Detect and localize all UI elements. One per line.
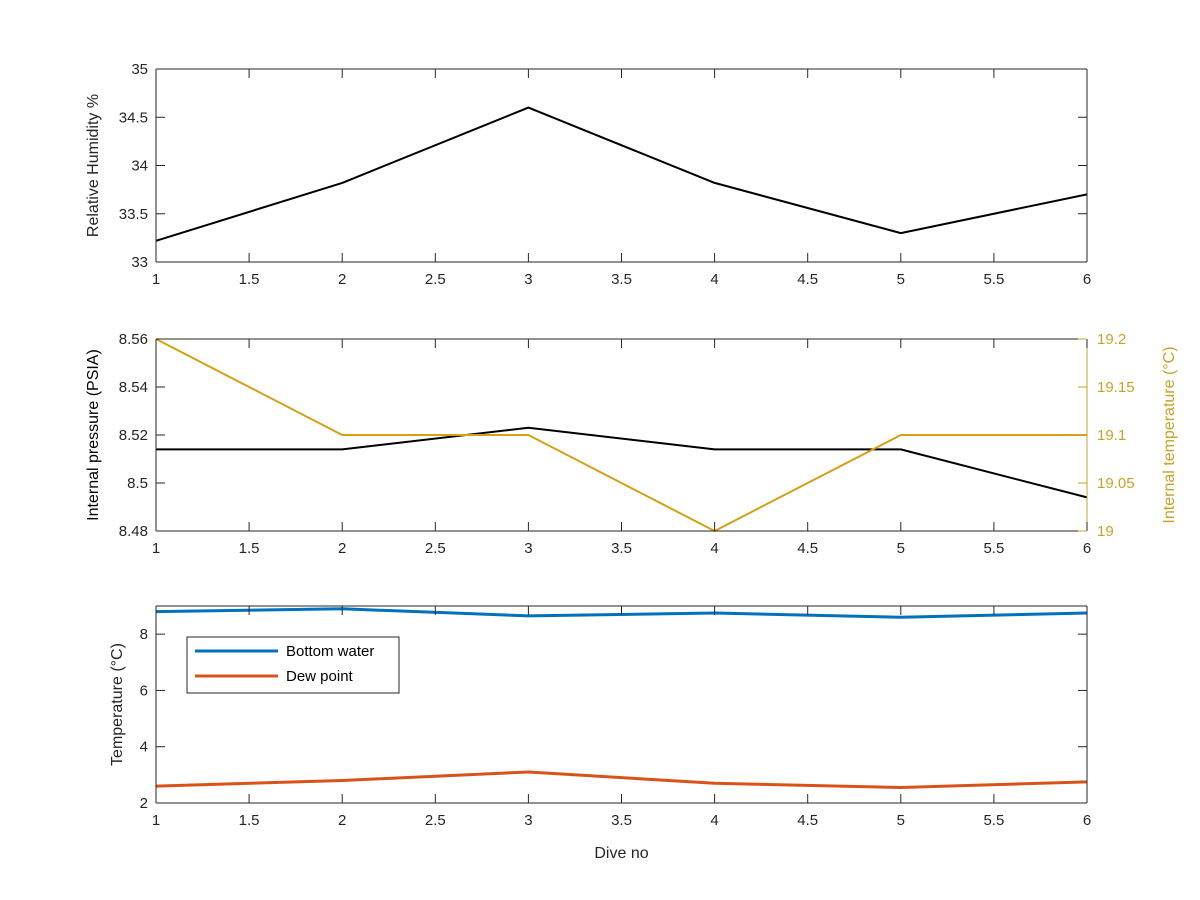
humidity-y-axis-label: Relative Humidity %: [85, 94, 102, 237]
humidity-x-tick-label: 5.5: [983, 271, 1004, 288]
legend-box: [186, 636, 400, 694]
pressure-x-tick-label: 4: [710, 540, 718, 557]
temperature-legend: Bottom water Dew point: [186, 636, 400, 694]
humidity-y-tick-label: 33: [131, 254, 148, 271]
humidity-x-tick-label: 3.5: [611, 271, 632, 288]
temperature-x-tick-label: 6: [1083, 812, 1091, 829]
temperature-x-tick-label: 5: [897, 812, 905, 829]
temperature-y-tick-label: 6: [140, 682, 148, 699]
pressure-x-tick-label: 3: [524, 540, 532, 557]
temperature-x-tick-label: 4.5: [797, 812, 818, 829]
pressure-y-tick-label: 8.48: [119, 523, 148, 540]
pressure-y-tick-label: 8.52: [119, 427, 148, 444]
temperature-y-tick-label: 8: [140, 626, 148, 643]
humidity-x-tick-label: 4: [710, 271, 718, 288]
humidity-x-tick-label: 3: [524, 271, 532, 288]
temperature-x-tick-label: 2.5: [425, 812, 446, 829]
temperature-x-tick-label: 5.5: [983, 812, 1004, 829]
temperature-y-axis-label: Temperature (°C): [109, 643, 126, 766]
pressure-right-y-tick-label: 19.1: [1097, 427, 1126, 444]
temperature-chart: 1 1.5 2 2.5 3 3.5 4 4.5 5 5.5 6 2 4 6 8 Temperature (°C…: [109, 605, 1091, 862]
temperature-series-line-dew-point: [155, 770, 1088, 789]
pressure-x-tick-label: 5.5: [983, 540, 1004, 557]
pressure-x-tick-label: 2: [338, 540, 346, 557]
pressure-series-line-right-axis: [155, 338, 1087, 532]
humidity-x-tick-label: 6: [1083, 271, 1091, 288]
pressure-x-tick-label: 6: [1083, 540, 1091, 557]
humidity-y-tick-label: 33.5: [119, 206, 148, 223]
humidity-series-line-left-axis: [155, 106, 1088, 242]
legend-label-bottom-water: Bottom water: [286, 643, 374, 660]
humidity-y-tick-label: 34.5: [119, 109, 148, 126]
humidity-x-tick-label: 5: [897, 271, 905, 288]
humidity-y-tick-label: 34: [131, 158, 148, 175]
temperature-x-tick-label: 4: [710, 812, 718, 829]
legend-label-dew-point: Dew point: [286, 668, 354, 685]
humidity-x-tick-label: 4.5: [797, 271, 818, 288]
temperature-x-tick-label: 1.5: [239, 812, 260, 829]
pressure-y-tick-label: 8.56: [119, 331, 148, 348]
humidity-x-tick-label: 1: [152, 271, 160, 288]
pressure-right-y-tick-label: 19.15: [1097, 379, 1135, 396]
temperature-y-tick-label: 4: [140, 739, 148, 756]
pressure-x-tick-label: 2.5: [425, 540, 446, 557]
pressure-x-tick-label: 4.5: [797, 540, 818, 557]
pressure-x-tick-label: 1.5: [239, 540, 260, 557]
temperature-x-tick-label: 3: [524, 812, 532, 829]
humidity-x-tick-label: 2.5: [425, 271, 446, 288]
humidity-chart: 1 1.5 2 2.5 3 3.5 4 4.5 5 5.5 63333.53434.535Relat…: [85, 61, 1091, 288]
humidity-y-tick-label: 35: [131, 61, 148, 78]
pressure-series-line-left-axis: [156, 426, 1088, 499]
temperature-y-tick-label: 2: [140, 795, 148, 812]
pressure-right-y-tick-label: 19.2: [1097, 331, 1126, 348]
pressure-right-y-axis-label: Internal temperature (°C): [1161, 346, 1178, 523]
pressure-x-tick-label: 5: [897, 540, 905, 557]
temperature-x-axis-label: Dive no: [594, 845, 648, 862]
pressure-y-tick-label: 8.5: [127, 475, 148, 492]
pressure-temperature-chart: 1 1.5 2 2.5 3 3.5 4 4.5 5 5.5 6 8.48 8.5 8.52 8.54 8.56…: [85, 331, 1178, 557]
pressure-y-axis-label: Internal pressure (PSIA): [85, 349, 102, 521]
temperature-x-tick-label: 1: [152, 812, 160, 829]
temperature-x-tick-label: 3.5: [611, 812, 632, 829]
pressure-right-y-tick-label: 19.05: [1097, 475, 1135, 492]
pressure-right-y-tick-label: 19: [1097, 523, 1114, 540]
pressure-x-tick-label: 3.5: [611, 540, 632, 557]
pressure-y-tick-label: 8.54: [119, 379, 148, 396]
humidity-x-tick-label: 2: [338, 271, 346, 288]
temperature-x-tick-label: 2: [338, 812, 346, 829]
humidity-x-tick-label: 1.5: [239, 271, 260, 288]
pressure-x-tick-label: 1: [152, 540, 160, 557]
